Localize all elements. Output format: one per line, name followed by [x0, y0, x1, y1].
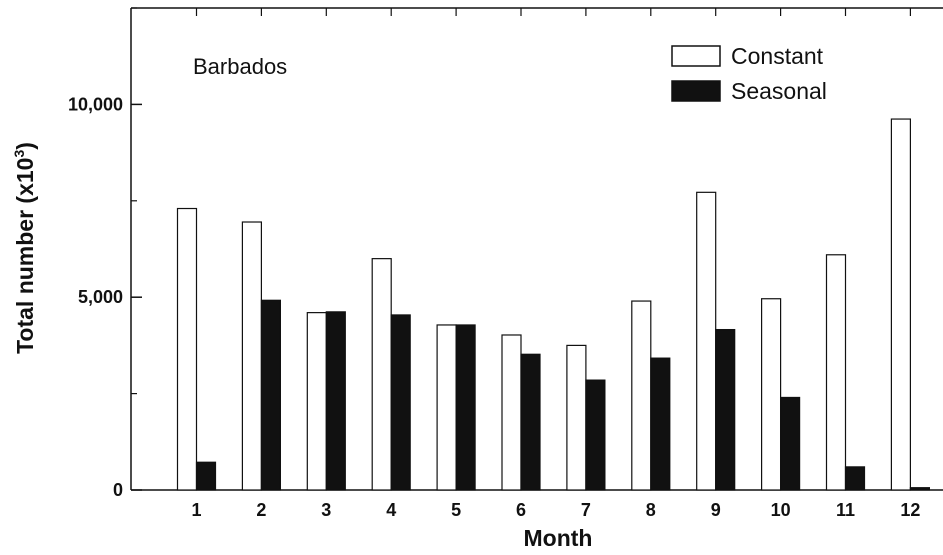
bar-seasonal [715, 328, 736, 491]
bar-constant [306, 312, 327, 491]
y-tick-label: 0 [113, 480, 123, 500]
bar-constant [501, 334, 522, 491]
y-axis-title-main: Total number (x10 [12, 158, 38, 354]
x-tick-label: 12 [900, 500, 920, 520]
bar-constant [631, 300, 652, 491]
x-tick-label: 9 [711, 500, 721, 520]
bar-seasonal [195, 461, 217, 491]
x-tick-label: 5 [451, 500, 461, 520]
x-tick-label: 1 [191, 500, 201, 520]
bars [176, 118, 931, 491]
chart-annotation: Barbados [193, 54, 287, 79]
bar-seasonal [779, 396, 801, 491]
x-axis-title: Month [524, 525, 593, 551]
y-tick-label: 10,000 [68, 94, 123, 114]
bar-seasonal [390, 314, 411, 491]
bar-seasonal [585, 379, 606, 491]
legend: Constant Seasonal [671, 43, 827, 104]
bar-seasonal [844, 466, 866, 491]
x-tick-label: 3 [321, 500, 331, 520]
bar-constant [566, 344, 587, 491]
y-axis-title-superscript: 3 [11, 150, 27, 158]
bar-seasonal [650, 357, 671, 491]
y-axis-title-close: ) [12, 142, 38, 150]
legend-label-seasonal: Seasonal [731, 78, 827, 104]
bar-seasonal [455, 324, 476, 491]
x-tick-label: 4 [386, 500, 396, 520]
x-tick-label: 2 [256, 500, 266, 520]
x-tick-label: 7 [581, 500, 591, 520]
bar-constant [176, 207, 198, 491]
legend-swatch-constant [671, 45, 721, 67]
bar-seasonal [260, 299, 281, 491]
x-tick-label: 10 [771, 500, 791, 520]
bar-constant [436, 324, 457, 491]
bar-seasonal [520, 353, 541, 491]
bar-seasonal [909, 487, 931, 491]
bar-constant [241, 221, 262, 491]
x-tick-label: 6 [516, 500, 526, 520]
bar-constant [696, 191, 717, 491]
y-axis-title: Total number (x103) [11, 142, 38, 354]
bar-constant [890, 118, 912, 491]
x-tick-label: 11 [836, 500, 855, 520]
bar-seasonal [325, 311, 346, 491]
legend-swatch-seasonal [671, 80, 721, 102]
x-tick-label: 8 [646, 500, 656, 520]
bar-constant [371, 258, 392, 491]
y-tick-label: 5,000 [78, 287, 123, 307]
bar-constant [825, 254, 847, 491]
legend-label-constant: Constant [731, 43, 824, 69]
bar-constant [760, 298, 782, 491]
